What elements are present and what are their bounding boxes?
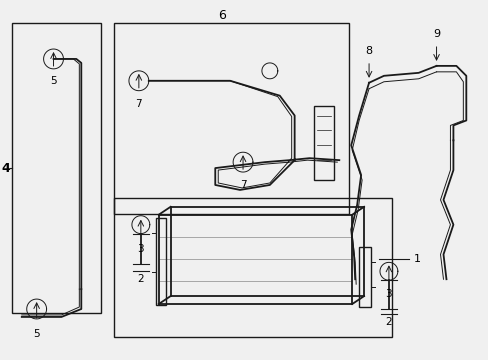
Bar	[114, 23, 348, 214]
Bar	[114, 198, 391, 337]
Text: 9: 9	[432, 29, 439, 39]
Bar	[314, 105, 334, 180]
Text: 5: 5	[50, 76, 57, 86]
Text: 8: 8	[365, 46, 372, 56]
Bar	[12, 23, 101, 313]
Text: 1: 1	[413, 255, 420, 264]
Text: 6: 6	[218, 9, 225, 22]
Text: 5: 5	[33, 329, 40, 339]
Text: 3: 3	[385, 289, 391, 299]
Text: 4: 4	[1, 162, 10, 175]
Bar	[358, 247, 370, 307]
Text: 3: 3	[137, 244, 144, 255]
Text: 2: 2	[137, 274, 144, 284]
Text: 7: 7	[135, 99, 142, 109]
Text: 7: 7	[239, 180, 246, 190]
Bar	[155, 218, 165, 305]
Text: 2: 2	[385, 317, 391, 327]
